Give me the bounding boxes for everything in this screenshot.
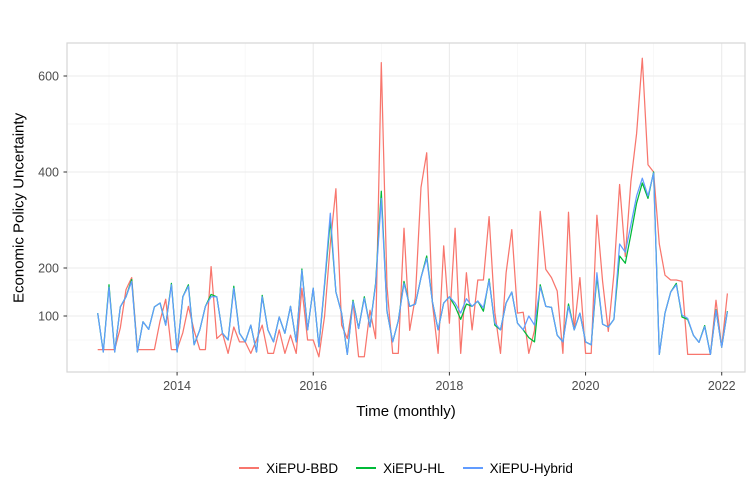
- y-axis-title: Economic Policy Uncertainty: [10, 112, 28, 303]
- series-line-xiepu-bbd: [97, 57, 729, 358]
- legend: XiEPU-BBD XiEPU-HL XiEPU-Hybrid: [67, 458, 745, 478]
- x-axis-title: Time (monthly): [356, 403, 456, 420]
- legend-item-hl: XiEPU-HL: [356, 461, 445, 476]
- legend-label-hl: XiEPU-HL: [383, 460, 445, 476]
- legend-label-bbd: XiEPU-BBD: [266, 460, 339, 476]
- x-tick-label: 2014: [163, 379, 191, 393]
- legend-label-hybrid: XiEPU-Hybrid: [489, 460, 573, 476]
- y-tick-label: 100: [38, 310, 59, 324]
- y-tick-label: 400: [38, 166, 59, 180]
- legend-item-hybrid: XiEPU-Hybrid: [462, 460, 573, 476]
- x-tick-label: 2016: [299, 379, 327, 393]
- x-tick-label: 2018: [435, 379, 463, 393]
- y-tick-label: 200: [38, 262, 59, 276]
- bbd-line-key-icon: [239, 467, 260, 469]
- hybrid-line-key-icon: [462, 467, 483, 469]
- y-tick-label: 600: [38, 70, 59, 84]
- panel-border: [66, 42, 746, 373]
- x-tick-label: 2022: [708, 379, 736, 393]
- series-line-xiepu-hybrid: [97, 172, 729, 356]
- panel-background: [67, 43, 745, 372]
- x-tick-label: 2020: [572, 379, 600, 393]
- hl-line-key-icon: [356, 467, 377, 469]
- legend-item-bbd: XiEPU-BBD: [239, 461, 338, 476]
